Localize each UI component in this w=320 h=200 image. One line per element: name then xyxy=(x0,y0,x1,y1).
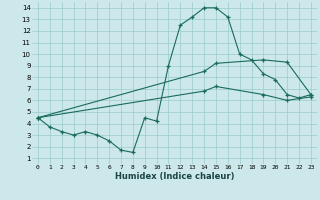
X-axis label: Humidex (Indice chaleur): Humidex (Indice chaleur) xyxy=(115,172,234,181)
